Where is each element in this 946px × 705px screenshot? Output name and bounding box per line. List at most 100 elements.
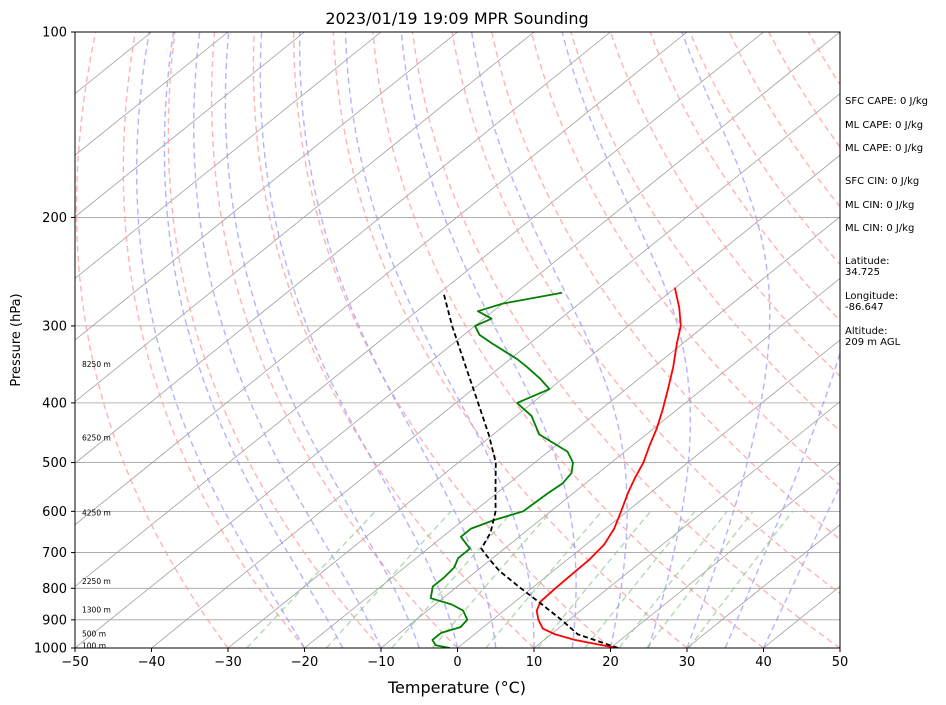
mixing-ratio-line bbox=[431, 510, 552, 648]
mixing-ratio-line bbox=[584, 510, 696, 648]
x-tick-label: 50 bbox=[832, 655, 849, 670]
height-label: 6250 m bbox=[82, 433, 111, 442]
x-tick-label: 10 bbox=[526, 655, 543, 670]
mixing-ratio-line bbox=[246, 510, 376, 648]
height-labels: 100 m 500 m 1300 m 2250 m 4250 m 6250 m 8250 m bbox=[82, 360, 111, 650]
dry-adiabat-line bbox=[122, 32, 306, 648]
altitude-value: 209 m AGL bbox=[845, 337, 901, 348]
x-axis-ticks: −50 −40 −30 −20 −10 0 10 20 30 40 50 bbox=[61, 648, 848, 670]
x-tick-label: −40 bbox=[138, 655, 165, 670]
dry-adiabat-line bbox=[609, 32, 840, 377]
moist-adiabat-line bbox=[724, 32, 840, 648]
mixing-ratio-line bbox=[485, 510, 603, 648]
y-tick-label: 700 bbox=[42, 546, 67, 561]
height-label: 8250 m bbox=[82, 360, 111, 369]
sounding-traces bbox=[429, 287, 682, 648]
y-tick-label: 600 bbox=[42, 505, 67, 520]
dry-adiabat-line bbox=[252, 32, 535, 648]
isotherm-line bbox=[304, 216, 840, 648]
mixing-ratio-line bbox=[537, 510, 652, 648]
mixing-ratio-line bbox=[325, 510, 452, 648]
isotherm-line bbox=[533, 401, 840, 648]
isotherm-line bbox=[75, 32, 611, 464]
moist-adiabat-line bbox=[163, 32, 344, 648]
y-tick-label: 1000 bbox=[34, 642, 67, 657]
latitude-label: Latitude: bbox=[845, 256, 890, 267]
x-axis-label: Temperature (°C) bbox=[387, 678, 526, 697]
y-tick-label: 400 bbox=[42, 396, 67, 411]
ml-cape-label: ML CAPE: 0 J/kg bbox=[845, 120, 923, 131]
y-tick-label: 800 bbox=[42, 582, 67, 597]
chart-title: 2023/01/19 19:09 MPR Sounding bbox=[325, 9, 588, 28]
isotherm-line bbox=[75, 32, 382, 279]
isotherm-line bbox=[75, 32, 535, 403]
dry-adiabat-line bbox=[649, 32, 840, 322]
height-label: 100 m bbox=[82, 641, 106, 650]
x-tick-label: 40 bbox=[755, 655, 772, 670]
y-tick-label: 300 bbox=[42, 319, 67, 334]
x-tick-label: −20 bbox=[291, 655, 318, 670]
height-label: 1300 m bbox=[82, 606, 111, 615]
dry-adiabat-line bbox=[167, 32, 382, 648]
y-tick-label: 100 bbox=[42, 26, 67, 41]
longitude-value: -86.647 bbox=[845, 302, 884, 313]
mixing-ratio-line bbox=[391, 510, 514, 648]
height-label: 2250 m bbox=[82, 577, 111, 586]
moist-adiabat-line bbox=[400, 32, 577, 648]
x-tick-label: 0 bbox=[453, 655, 461, 670]
moist-adiabat-line bbox=[136, 32, 306, 648]
moist-adiabat-line bbox=[259, 32, 459, 648]
ml-cin-label-2: ML CIN: 0 J/kg bbox=[845, 223, 914, 234]
isotherm-line bbox=[380, 277, 840, 648]
height-label: 500 m bbox=[82, 630, 106, 639]
y-axis-ticks: 100 200 300 400 500 600 700 800 900 1000 bbox=[34, 26, 75, 657]
x-tick-label: −30 bbox=[214, 655, 241, 670]
sfc-cin-label: SFC CIN: 0 J/kg bbox=[845, 176, 919, 187]
parcel-trace bbox=[442, 292, 619, 648]
y-tick-label: 200 bbox=[42, 211, 67, 226]
x-tick-label: 30 bbox=[679, 655, 696, 670]
isotherm-line bbox=[75, 32, 764, 587]
moist-adiabat-line bbox=[193, 32, 382, 648]
longitude-label: Longitude: bbox=[845, 291, 898, 302]
mixing-ratio-line bbox=[646, 510, 754, 648]
isotherm-line bbox=[75, 32, 229, 156]
x-tick-label: −50 bbox=[61, 655, 88, 670]
x-tick-label: 20 bbox=[602, 655, 619, 670]
y-tick-label: 500 bbox=[42, 456, 67, 471]
isotherm-line bbox=[75, 32, 458, 341]
y-tick-label: 900 bbox=[42, 613, 67, 628]
mixing-ratio-line bbox=[618, 510, 728, 648]
isotherm-line bbox=[151, 93, 840, 648]
dry-adiabat-line bbox=[293, 32, 611, 648]
dry-adiabat-line bbox=[332, 32, 688, 648]
moist-adiabat-line bbox=[224, 32, 420, 648]
ml-cin-label: ML CIN: 0 J/kg bbox=[845, 200, 914, 211]
isotherm-line bbox=[457, 339, 840, 648]
isotherm-line bbox=[686, 524, 840, 648]
dewpoint-trace bbox=[429, 291, 574, 648]
x-tick-label: −10 bbox=[367, 655, 394, 670]
sfc-cape-label: SFC CAPE: 0 J/kg bbox=[845, 96, 928, 107]
latitude-value: 34.725 bbox=[845, 267, 880, 278]
dry-adiabat-line bbox=[411, 32, 840, 648]
dry-adiabat-line bbox=[570, 32, 840, 432]
dry-adiabat-line bbox=[75, 32, 229, 648]
isotherm-line bbox=[75, 32, 688, 526]
ml-cape-label-2: ML CAPE: 0 J/kg bbox=[845, 143, 923, 154]
dry-adiabat-line bbox=[927, 32, 946, 648]
isotherm-line bbox=[227, 154, 840, 648]
altitude-label: Altitude: bbox=[845, 326, 887, 337]
moist-adiabat-line bbox=[344, 32, 535, 648]
dry-adiabat-line bbox=[451, 32, 840, 595]
isotherm-line bbox=[75, 32, 305, 218]
isotherm-line bbox=[610, 462, 840, 648]
moist-adiabat-line bbox=[681, 32, 771, 648]
mixing-ratio-line bbox=[688, 510, 794, 648]
sounding-annotations: SFC CAPE: 0 J/kg ML CAPE: 0 J/kg ML CAPE… bbox=[845, 96, 928, 348]
background-lines bbox=[75, 32, 946, 648]
moist-adiabat-line bbox=[298, 32, 497, 648]
moist-adiabat-line bbox=[561, 32, 691, 648]
temperature-trace bbox=[535, 287, 682, 648]
